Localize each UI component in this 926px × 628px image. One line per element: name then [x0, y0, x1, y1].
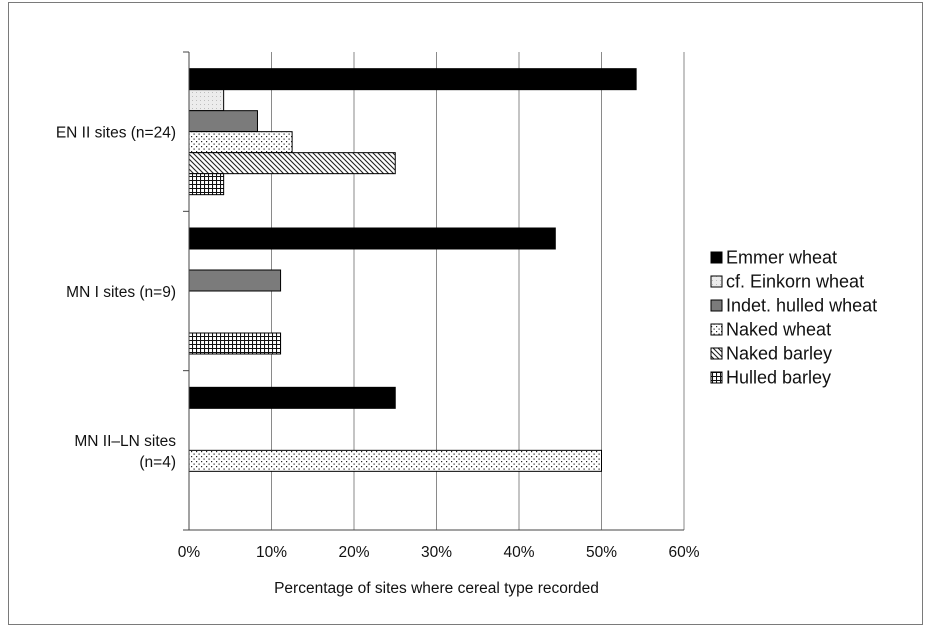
- bar-indet-hulled-wheat-1: [188, 269, 282, 292]
- legend-swatch: [710, 347, 723, 360]
- legend-label: Emmer wheat: [726, 248, 837, 268]
- bar-naked-barley-0: [188, 152, 396, 175]
- legend-label: Hulled barley: [726, 368, 831, 388]
- bars: [188, 68, 637, 472]
- legend-swatch: [710, 323, 723, 336]
- bar-cf-einkorn-wheat-0: [188, 89, 225, 112]
- x-tick-label: 0%: [178, 544, 201, 561]
- category-label: MN I sites (n=9): [66, 284, 176, 301]
- chart-frame: [8, 2, 923, 625]
- bar-hulled-barley-1: [188, 332, 282, 355]
- category-labels: EN II sites (n=24) MN I sites (n=9) MN II–…: [56, 125, 176, 471]
- x-tick-label: 10%: [256, 544, 287, 561]
- bar-naked-wheat-0: [188, 131, 293, 154]
- x-tick-labels: 0% 10% 20% 30% 40% 50% 60%: [178, 544, 700, 561]
- legend-swatch: [710, 299, 723, 312]
- legend-swatch: [710, 371, 723, 384]
- legend-label: Naked wheat: [726, 320, 831, 340]
- legend-label: Naked barley: [726, 344, 832, 364]
- category-label: (n=4): [139, 454, 176, 471]
- bar-hulled-barley-0: [188, 173, 225, 196]
- bar-emmer-wheat-2: [188, 386, 396, 409]
- axes: [183, 51, 684, 531]
- x-tick-label: 20%: [338, 544, 369, 561]
- legend-label: cf. Einkorn wheat: [726, 272, 864, 292]
- x-tick-label: 60%: [668, 544, 699, 561]
- legend-swatch: [710, 251, 723, 264]
- x-tick-label: 30%: [421, 544, 452, 561]
- x-tick-label: 40%: [503, 544, 534, 561]
- bar-indet-hulled-wheat-0: [188, 110, 258, 133]
- x-axis-label: Percentage of sites where cereal type re…: [274, 580, 599, 597]
- bar-emmer-wheat-0: [188, 68, 637, 91]
- legend: Emmer wheat cf. Einkorn wheat Indet. hulle…: [710, 248, 877, 388]
- legend-label: Indet. hulled wheat: [726, 296, 877, 316]
- bar-naked-wheat-2: [188, 449, 602, 472]
- bar-emmer-wheat-1: [188, 227, 556, 250]
- x-tick-label: 50%: [586, 544, 617, 561]
- legend-swatch: [710, 275, 723, 288]
- category-label: MN II–LN sites: [74, 433, 176, 450]
- category-label: EN II sites (n=24): [56, 125, 176, 142]
